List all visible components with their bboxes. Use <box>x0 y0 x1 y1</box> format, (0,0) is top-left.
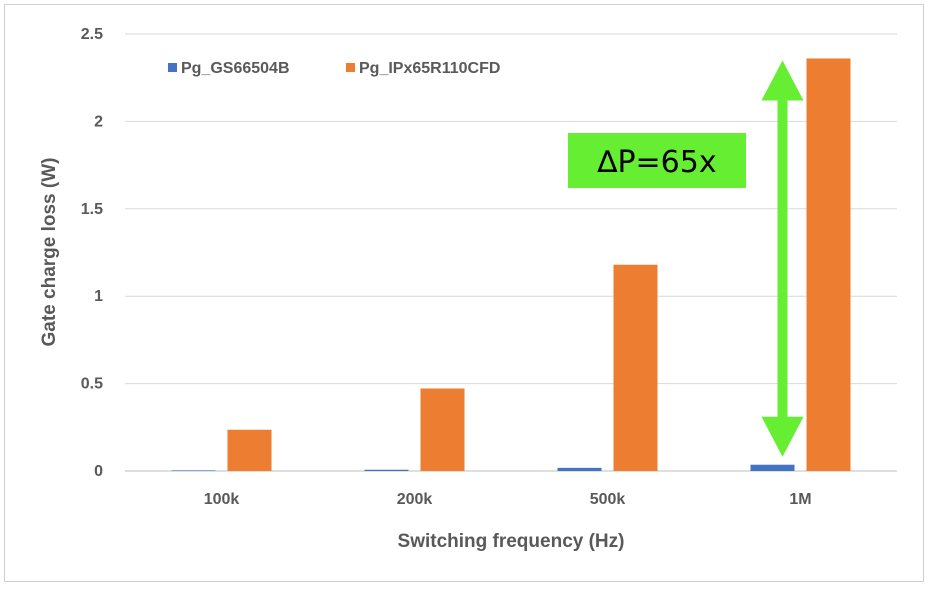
legend-label: Pg_GS66504B <box>181 60 290 77</box>
legend-label: Pg_IPx65R110CFD <box>359 60 500 77</box>
y-tick-label: 2.5 <box>81 26 103 43</box>
bar-Pg_GS66504B-1M <box>750 464 795 471</box>
delta-annotation: ∆P=65x <box>568 60 804 457</box>
legend-swatch <box>168 63 177 72</box>
y-axis-ticks: 0 0.5 1 1.5 2 2.5 <box>81 26 103 480</box>
legend-swatch <box>346 63 355 72</box>
x-tick-label: 1M <box>789 491 811 508</box>
y-tick-label: 2 <box>94 113 103 130</box>
x-tick-label: 200k <box>397 491 433 508</box>
bars <box>171 58 851 472</box>
delta-label: ∆P=65x <box>596 145 716 180</box>
y-tick-label: 0 <box>94 463 103 480</box>
bar-Pg_IPx65R110CFD-200k <box>420 388 465 471</box>
y-tick-label: 1.5 <box>81 201 103 218</box>
x-tick-label: 500k <box>590 491 626 508</box>
x-axis-title: Switching frequency (Hz) <box>398 531 625 552</box>
legend: Pg_GS66504B Pg_IPx65R110CFD <box>168 60 500 77</box>
bar-Pg_GS66504B-100k <box>171 470 216 471</box>
bar-Pg_IPx65R110CFD-100k <box>227 429 272 471</box>
delta-box <box>568 133 746 188</box>
bar-Pg_GS66504B-500k <box>557 467 602 471</box>
y-axis-title: Gate charge loss (W) <box>39 158 60 347</box>
bar-Pg_IPx65R110CFD-1M <box>806 58 851 472</box>
x-axis-ticks: 100k 200k 500k 1M <box>204 491 812 508</box>
bar-Pg_IPx65R110CFD-500k <box>613 264 658 471</box>
x-tick-label: 100k <box>204 491 240 508</box>
arrow-head-down <box>761 416 804 457</box>
y-tick-label: 1 <box>94 288 103 305</box>
arrow-shaft <box>777 98 788 419</box>
y-tick-label: 0.5 <box>81 376 103 393</box>
arrow-head-up <box>761 60 804 101</box>
bar-Pg_GS66504B-200k <box>364 469 409 471</box>
